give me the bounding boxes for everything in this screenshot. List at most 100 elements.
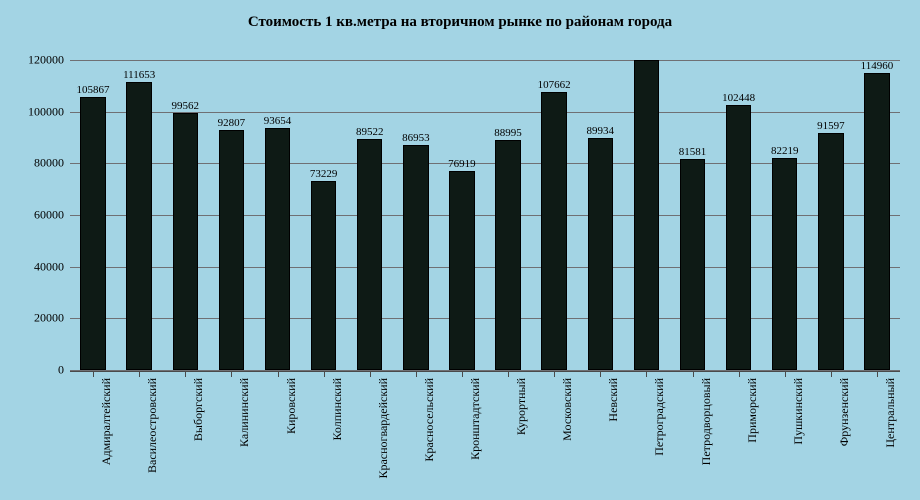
bar: 93654 — [265, 60, 290, 370]
bar-value-label: 81581 — [679, 146, 707, 158]
bar-rect: 73229 — [311, 181, 336, 370]
x-axis-label: Центральный — [883, 378, 898, 498]
bar-rect: 86953 — [403, 145, 428, 370]
bar: 111653 — [126, 60, 151, 370]
y-tick-label: 120000 — [28, 53, 70, 68]
x-tick — [646, 372, 647, 377]
x-axis-label: Московский — [560, 378, 575, 498]
bar-value-label: 107662 — [538, 79, 571, 91]
bar: 88995 — [495, 60, 520, 370]
x-axis-labels: АдмиралтейскийВасилеостровскийВыборгский… — [70, 372, 900, 492]
x-axis-label: Калининский — [237, 378, 252, 498]
bar-value-label: 89522 — [356, 126, 384, 138]
bar-rect: 93654 — [265, 128, 290, 370]
bar: 92807 — [219, 60, 244, 370]
bar: 81581 — [680, 60, 705, 370]
x-axis-label: Василеостровский — [145, 378, 160, 498]
x-tick — [554, 372, 555, 377]
y-tick-label: 100000 — [28, 104, 70, 119]
gridline — [70, 370, 900, 371]
bar-rect: 105867 — [80, 97, 105, 370]
x-tick — [785, 372, 786, 377]
x-tick — [416, 372, 417, 377]
bar-value-label: 92807 — [218, 117, 246, 129]
bar-value-label: 93654 — [264, 115, 292, 127]
bar: 76919 — [449, 60, 474, 370]
bar-rect: 111653 — [126, 82, 151, 370]
bar: 73229 — [311, 60, 336, 370]
bar-value-label: 99562 — [172, 100, 200, 112]
plot-area: 020000400006000080000100000120000 105867… — [70, 60, 900, 372]
bar-value-label: 86953 — [402, 132, 430, 144]
bar-value-label: 73229 — [310, 168, 338, 180]
bars-container: 105867 111653 99562 92807 93654 73229 89522 869… — [70, 60, 900, 370]
bar-value-label: 82219 — [771, 145, 799, 157]
bar-rect: 91597 — [818, 133, 843, 370]
bar-rect: 81581 — [680, 159, 705, 370]
x-axis-label: Колпинский — [330, 378, 345, 498]
y-tick-label: 40000 — [34, 259, 70, 274]
bar: 114960 — [864, 60, 889, 370]
bar-value-label: 111653 — [123, 69, 155, 81]
x-tick — [600, 372, 601, 377]
bar-value-label: 88995 — [494, 127, 522, 139]
x-tick — [739, 372, 740, 377]
x-axis-label: Пушкинский — [791, 378, 806, 498]
x-axis-label: Курортный — [514, 378, 529, 498]
x-axis-label: Выборгский — [191, 378, 206, 498]
bar-rect: 107662 — [541, 92, 566, 370]
bar-rect — [634, 60, 659, 370]
x-axis-label: Кировский — [284, 378, 299, 498]
x-axis-label: Приморский — [745, 378, 760, 498]
bar-value-label: 91597 — [817, 120, 845, 132]
x-tick — [831, 372, 832, 377]
bar: 82219 — [772, 60, 797, 370]
x-tick — [185, 372, 186, 377]
y-tick-label: 60000 — [34, 208, 70, 223]
bar-value-label: 102448 — [722, 92, 755, 104]
bar: 91597 — [818, 60, 843, 370]
bar: 89934 — [588, 60, 613, 370]
bar: 86953 — [403, 60, 428, 370]
bar: 102448 — [726, 60, 751, 370]
x-axis-label: Красносельский — [422, 378, 437, 498]
x-tick — [462, 372, 463, 377]
bar-rect: 114960 — [864, 73, 889, 370]
chart-title: Стоимость 1 кв.метра на вторичном рынке … — [0, 14, 920, 31]
bar: 105867 — [80, 60, 105, 370]
bar: 107662 — [541, 60, 566, 370]
y-tick-label: 20000 — [34, 311, 70, 326]
x-tick — [231, 372, 232, 377]
x-axis-label: Фрунзенский — [837, 378, 852, 498]
bar-value-label: 105867 — [77, 84, 110, 96]
bar-rect: 92807 — [219, 130, 244, 370]
x-tick — [278, 372, 279, 377]
bar-rect: 88995 — [495, 140, 520, 370]
bar-value-label: 114960 — [861, 60, 894, 72]
y-tick-label: 0 — [58, 363, 70, 378]
bar-rect: 89522 — [357, 139, 382, 370]
bar — [634, 60, 659, 370]
bar-rect: 102448 — [726, 105, 751, 370]
x-tick — [93, 372, 94, 377]
bar: 99562 — [173, 60, 198, 370]
bar-rect: 89934 — [588, 138, 613, 370]
y-tick-label: 80000 — [34, 156, 70, 171]
x-tick — [324, 372, 325, 377]
x-axis-label: Кронштадтский — [468, 378, 483, 498]
bar-rect: 82219 — [772, 158, 797, 370]
x-axis-label: Адмиралтейский — [99, 378, 114, 498]
bar-value-label: 89934 — [587, 125, 615, 137]
x-tick — [139, 372, 140, 377]
x-tick — [508, 372, 509, 377]
x-tick — [877, 372, 878, 377]
x-tick — [693, 372, 694, 377]
x-axis-label: Петроградский — [652, 378, 667, 498]
x-axis-label: Невский — [606, 378, 621, 498]
x-tick — [370, 372, 371, 377]
bar: 89522 — [357, 60, 382, 370]
x-axis-label: Петродворцовый — [699, 378, 714, 498]
bar-value-label: 76919 — [448, 158, 476, 170]
bar-rect: 99562 — [173, 113, 198, 370]
bar-rect: 76919 — [449, 171, 474, 370]
